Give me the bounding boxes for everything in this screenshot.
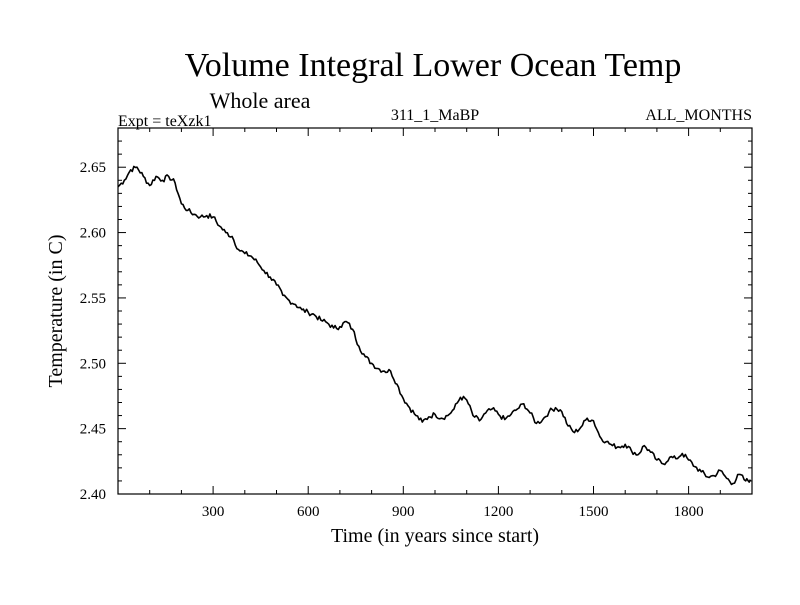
y-tick-label: 2.65 bbox=[80, 160, 106, 176]
run-label: 311_1_MaBP bbox=[391, 107, 479, 124]
plot-frame bbox=[117, 127, 753, 495]
y-tick-label: 2.45 bbox=[80, 422, 106, 438]
experiment-label: Expt = teXzk1 bbox=[118, 113, 211, 130]
x-tick-label: 300 bbox=[202, 504, 225, 520]
chart-title: Volume Integral Lower Ocean Temp bbox=[185, 47, 682, 84]
x-axis-label: Time (in years since start) bbox=[331, 525, 539, 547]
x-tick-label: 1200 bbox=[483, 504, 513, 520]
x-tick-label: 900 bbox=[392, 504, 415, 520]
months-label: ALL_MONTHS bbox=[645, 107, 752, 124]
y-tick-label: 2.55 bbox=[80, 291, 106, 307]
chart-subtitle: Whole area bbox=[210, 88, 311, 113]
y-tick-label: 2.60 bbox=[80, 226, 106, 242]
y-axis-label: Temperature (in C) bbox=[45, 235, 67, 388]
y-tick-label: 2.40 bbox=[80, 487, 106, 503]
plot-area: 300 600 900 1200 1500 1800 2.40 2.45 2.50 2.55 2.6… bbox=[80, 127, 753, 520]
y-tick-label: 2.50 bbox=[80, 356, 106, 372]
x-tick-label: 600 bbox=[297, 504, 320, 520]
x-tick-label: 1500 bbox=[579, 504, 609, 520]
x-tick-label: 1800 bbox=[674, 504, 704, 520]
series-line bbox=[117, 165, 752, 486]
